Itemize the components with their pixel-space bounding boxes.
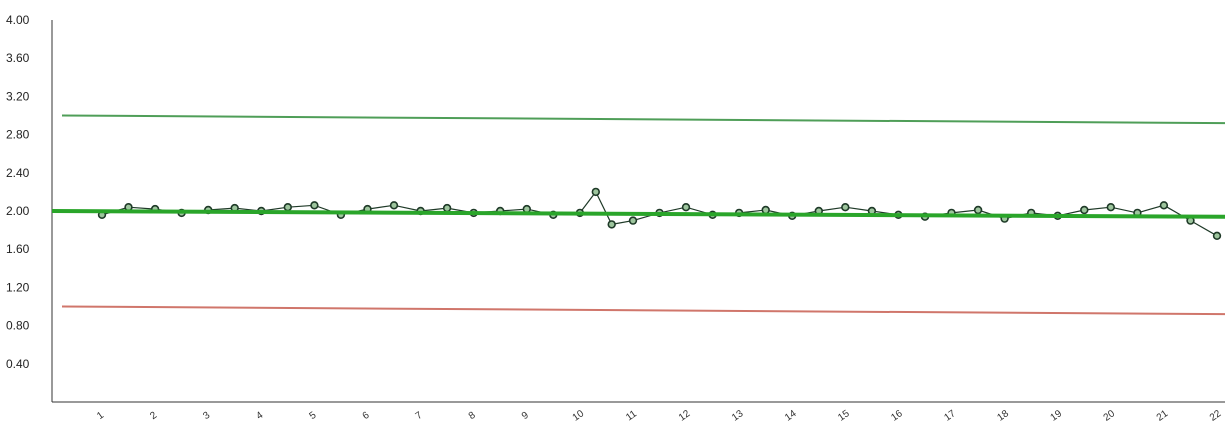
x-tick-label: 7 (414, 410, 425, 422)
data-point (973, 205, 983, 215)
y-tick-label: 4.00 (6, 13, 30, 27)
y-tick-label: 3.20 (6, 89, 30, 103)
x-tick-label: 5 (308, 410, 319, 422)
x-tick-label: 13 (730, 408, 746, 424)
x-tick-labels: 1 2 3 4 5 6 7 8 9 10 11 12 13 14 15 16 17 18 19 20 21 22 (95, 408, 1224, 424)
x-tick-label: 11 (624, 408, 639, 423)
data-point (761, 205, 770, 215)
data-point (389, 201, 399, 210)
x-tick-label: 10 (571, 408, 587, 424)
y-tick-label: 2.80 (6, 128, 30, 142)
y-tick-labels: 4.00 3.60 3.20 2.80 2.40 2.00 1.60 1.20 0.80 0.40 (6, 13, 30, 371)
x-tick-label: 16 (889, 408, 905, 424)
data-point (1080, 205, 1089, 215)
data-point (841, 203, 850, 212)
y-tick-label: 2.40 (6, 166, 30, 180)
x-tick-label: 19 (1049, 408, 1065, 424)
data-point (607, 220, 616, 229)
data-point (1106, 203, 1116, 212)
x-tick-label: 14 (783, 408, 799, 424)
x-tick-label: 20 (1102, 408, 1118, 424)
y-tick-label: 0.80 (6, 319, 30, 333)
data-point (681, 203, 691, 212)
data-points (51, 187, 1226, 241)
x-tick-label: 9 (520, 410, 531, 422)
x-tick-label: 15 (836, 408, 852, 424)
data-point (591, 187, 600, 197)
y-tick-label: 1.60 (6, 242, 30, 256)
x-tick-label: 4 (254, 410, 265, 422)
data-point (1159, 201, 1169, 210)
mean-line (51, 209, 1226, 219)
data-point (283, 203, 292, 212)
x-tick-label: 21 (1155, 408, 1171, 424)
x-tick-label: 22 (1208, 408, 1224, 424)
y-tick-label: 3.60 (6, 51, 30, 65)
x-tick-label: 18 (995, 408, 1011, 424)
y-tick-label: 1.20 (6, 280, 30, 294)
x-tick-label: 17 (942, 408, 958, 424)
x-tick-label: 12 (677, 408, 693, 424)
reference-lines (61, 114, 1226, 316)
data-point (1212, 231, 1222, 241)
x-tick-label: 1 (95, 410, 106, 422)
x-tick-label: 6 (361, 410, 372, 422)
x-tick-label: 8 (467, 410, 478, 422)
lower-limit-line (61, 305, 1226, 316)
y-tick-label: 2.00 (6, 204, 30, 218)
data-point (628, 216, 638, 225)
x-tick-label: 2 (148, 410, 159, 422)
x-tick-label: 3 (201, 410, 212, 422)
data-point (442, 203, 452, 213)
data-point (310, 201, 319, 210)
upper-limit-line (61, 114, 1226, 125)
y-tick-label: 0.40 (6, 357, 30, 371)
